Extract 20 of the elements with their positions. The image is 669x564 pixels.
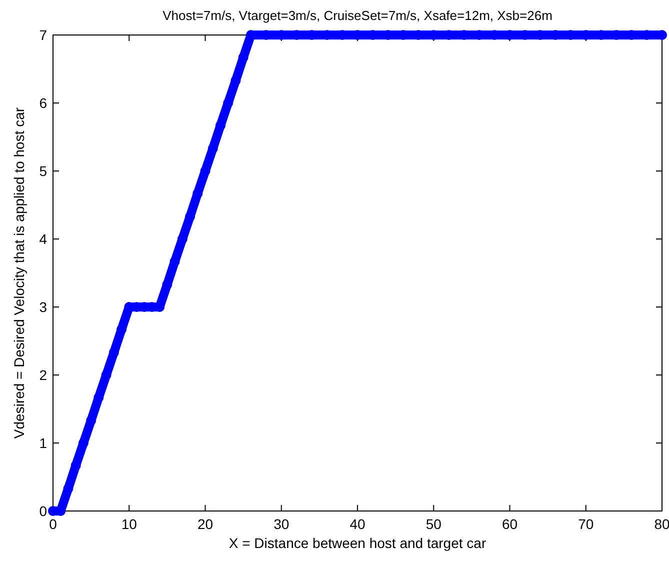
y-tick-label: 0: [39, 503, 48, 519]
x-tick-label: 80: [654, 516, 669, 532]
y-tick-label: 7: [39, 27, 48, 43]
y-tick-label: 6: [39, 95, 48, 111]
x-axis-title: X = Distance between host and target car: [228, 535, 486, 551]
x-tick-label: 40: [350, 516, 366, 532]
y-tick-label: 5: [39, 163, 48, 179]
x-tick-label: 50: [426, 516, 442, 532]
y-tick-label: 1: [39, 435, 48, 451]
x-tick-label: 70: [578, 516, 594, 532]
chart-title: Vhost=7m/s, Vtarget=3m/s, CruiseSet=7m/s, Xsafe=12m, Xsb=26m: [162, 8, 552, 23]
x-tick-label: 20: [197, 516, 214, 532]
x-tick-label: 10: [121, 516, 138, 532]
y-tick-label: 3: [39, 299, 48, 315]
y-tick-label: 2: [39, 367, 48, 383]
y-axis-title: Vdesired = Desired Velocity that is applied to host car: [11, 107, 27, 439]
y-tick-label: 4: [39, 231, 48, 247]
x-tick-label: 0: [49, 516, 58, 532]
x-tick-label: 30: [274, 516, 290, 532]
x-tick-label: 60: [502, 516, 518, 532]
